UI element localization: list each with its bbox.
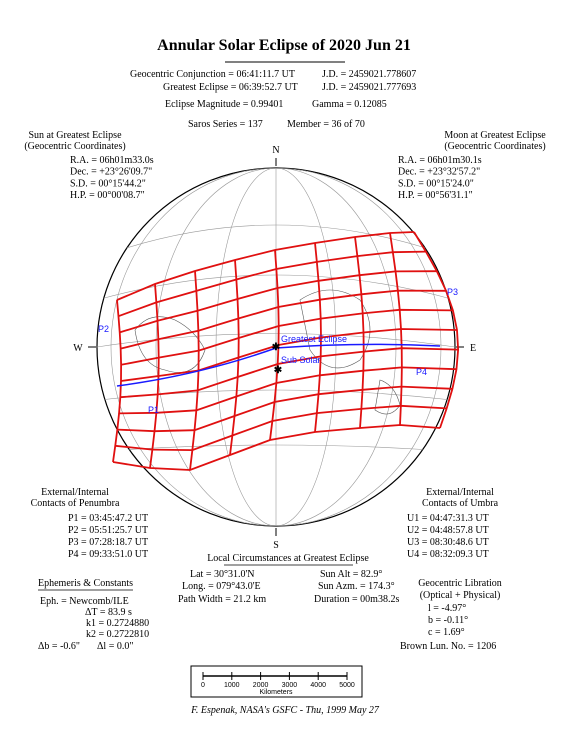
coord-line: H.P. = 00°00'08.7" (70, 190, 145, 201)
libration-title: Geocentric Libration (418, 578, 502, 589)
header-line: J.D. = 2459021.778607 (322, 69, 416, 80)
coord-line: Dec. = +23°26'09.7" (70, 167, 152, 178)
grid-column (389, 232, 403, 426)
contacts-subtitle: Contacts of Penumbra (31, 498, 120, 509)
header-line: Geocentric Conjunction = 06:41:11.7 UT (130, 69, 295, 80)
coord-title: Sun at Greatest Eclipse (28, 130, 122, 141)
ephemeris-title: Ephemeris & Constants (38, 578, 133, 589)
grid-column (413, 231, 460, 429)
ephemeris-line: k2 = 0.2722810 (86, 629, 149, 640)
header-line: Member = 36 of 70 (287, 119, 365, 130)
ephemeris-line: ΔT = 83.9 s (85, 607, 132, 618)
contacts-title: External/Internal (426, 487, 494, 498)
scale-box (190, 665, 363, 698)
coord-line: H.P. = 00°56'31.1" (398, 190, 473, 201)
compass-w: W (73, 343, 83, 354)
local-line: Long. = 079°43.0'E (182, 581, 261, 592)
coord-line: S.D. = 00°15'24.0" (398, 178, 474, 189)
coord-line: Dec. = +23°32'57.2" (398, 167, 480, 178)
coord-line: S.D. = 00°15'44.2" (70, 178, 146, 189)
header-line: J.D. = 2459021.777693 (322, 82, 416, 93)
libration-subtitle: (Optical + Physical) (420, 590, 501, 601)
scale-tick-label: 0 (201, 682, 205, 689)
coord-title: Moon at Greatest Eclipse (444, 130, 546, 141)
grid-column (149, 283, 160, 469)
coord-line: R.A. = 06h01m33.0s (70, 155, 154, 166)
greatest-eclipse-marker: ✱ (272, 342, 281, 353)
local-line: Sun Azm. = 174.3° (318, 581, 395, 592)
header-line: Greatest Eclipse = 06:39:52.7 UT (163, 82, 298, 93)
globe: ✱ ✱ (88, 158, 464, 536)
contact-line: P1 = 03:45:47.2 UT (68, 513, 148, 524)
compass-n: N (272, 145, 279, 156)
local-line: Sun Alt = 82.9° (320, 569, 382, 580)
scale-tick-label: 4000 (310, 682, 326, 689)
local-line: Duration = 00m38.2s (314, 594, 399, 605)
scale-tick-label: 3000 (282, 682, 298, 689)
header-line: Gamma = 0.12085 (312, 99, 387, 110)
local-title: Local Circumstances at Greatest Eclipse (207, 553, 369, 564)
sub-solar-marker: ✱ (274, 365, 283, 376)
local-line: Lat = 30°31.0'N (190, 569, 255, 580)
footer: F. Espenak, NASA's GSFC - Thu, 1999 May … (190, 705, 380, 716)
contact-label: P2 (98, 324, 109, 334)
contact-label: P4 (416, 367, 427, 377)
coord-subtitle: (Geocentric Coordinates) (24, 141, 125, 152)
scale-tick-label: 5000 (339, 682, 355, 689)
ephemeris-line: k1 = 0.2724880 (86, 618, 149, 629)
contact-line: P4 = 09:33:51.0 UT (68, 549, 148, 560)
grid-column (354, 236, 365, 429)
contact-label: P1 (148, 405, 159, 415)
header-line: Eclipse Magnitude = 0.99401 (165, 99, 283, 110)
greatest-eclipse-label: Greatest Eclipse (281, 334, 347, 344)
compass-e: E (470, 343, 476, 354)
sub-solar-label: Sub Solar (281, 355, 321, 365)
coord-subtitle: (Geocentric Coordinates) (444, 141, 545, 152)
ephemeris-line: Δl = 0.0" (97, 641, 133, 652)
scale-unit: Kilometers (259, 689, 293, 696)
contact-line: U3 = 08:30:48.6 UT (407, 537, 489, 548)
brown-number: Brown Lun. No. = 1206 (400, 641, 496, 652)
grid-column (112, 299, 123, 463)
contacts-title: External/Internal (41, 487, 109, 498)
contact-line: P2 = 05:51:25.7 UT (68, 525, 148, 536)
grid-column (314, 242, 322, 433)
contact-line: U4 = 08:32:09.3 UT (407, 549, 489, 560)
header-line: Saros Series = 137 (188, 119, 263, 130)
grid-column (269, 249, 280, 441)
central-line (116, 343, 441, 387)
ephemeris-line: Δb = -0.6" (38, 641, 80, 652)
compass-s: S (273, 540, 279, 551)
eclipse-grid (112, 231, 460, 471)
contacts-subtitle: Contacts of Umbra (422, 498, 499, 509)
ephemeris-line: Eph. = Newcomb/ILE (40, 596, 129, 607)
libration-line: b = -0.11° (428, 615, 468, 626)
scale-tick-label: 2000 (253, 682, 269, 689)
contact-line: U1 = 04:47:31.3 UT (407, 513, 489, 524)
contact-line: U2 = 04:48:57.8 UT (407, 525, 489, 536)
coord-line: R.A. = 06h01m30.1s (398, 155, 482, 166)
libration-line: c = 1.69° (428, 627, 465, 638)
scale-tick-label: 1000 (224, 682, 240, 689)
local-line: Path Width = 21.2 km (178, 594, 266, 605)
title: Annular Solar Eclipse of 2020 Jun 21 (157, 37, 411, 54)
libration-line: l = -4.97° (428, 603, 466, 614)
contact-label: P3 (447, 287, 458, 297)
grid-column (229, 259, 240, 456)
contact-line: P3 = 07:28:18.7 UT (68, 537, 148, 548)
